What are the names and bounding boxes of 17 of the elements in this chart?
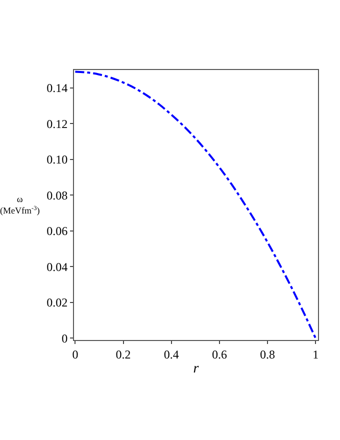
- y-tick-label: 0.14: [46, 81, 68, 96]
- y-tick-label: 0.12: [46, 116, 68, 131]
- y-axis-title: ω (MeVfm$^{-3}$): [0, 194, 40, 216]
- y-tick-label: 0.04: [46, 260, 68, 274]
- x-tick-label: 0.4: [164, 347, 179, 362]
- x-tick-label: 0.8: [260, 347, 276, 362]
- y-tick-label: 0.10: [46, 152, 68, 167]
- y-tick-label: 0.08: [46, 188, 68, 202]
- y-tick-label: 0.02: [46, 296, 68, 310]
- x-tick-label: 0: [72, 347, 78, 362]
- y-tick-label: 0: [62, 331, 68, 346]
- x-tick-label: 0.6: [212, 347, 227, 362]
- x-tick-label: 0.2: [116, 347, 131, 362]
- x-tick-label: 1: [312, 347, 319, 362]
- line-series: [74, 70, 317, 340]
- y-tick-label: 0.06: [46, 224, 68, 238]
- x-axis-title: r: [193, 362, 200, 377]
